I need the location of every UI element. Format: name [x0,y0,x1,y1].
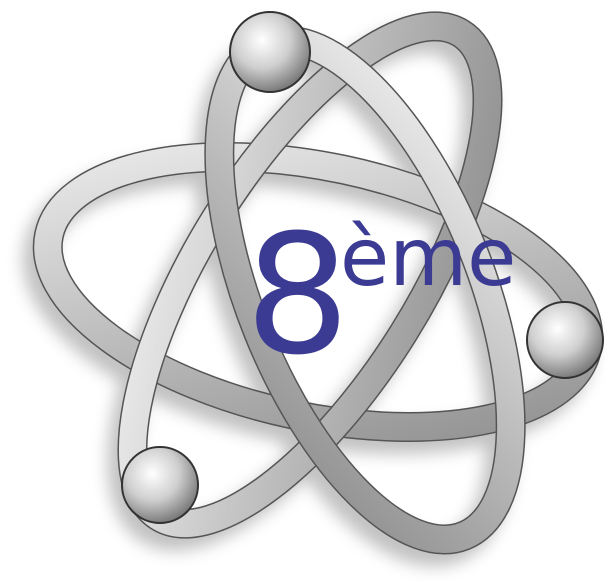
grade-suffix: ème [340,211,516,304]
grade-number: 8 [245,199,350,391]
atom-logo: 8 ème [0,0,605,582]
